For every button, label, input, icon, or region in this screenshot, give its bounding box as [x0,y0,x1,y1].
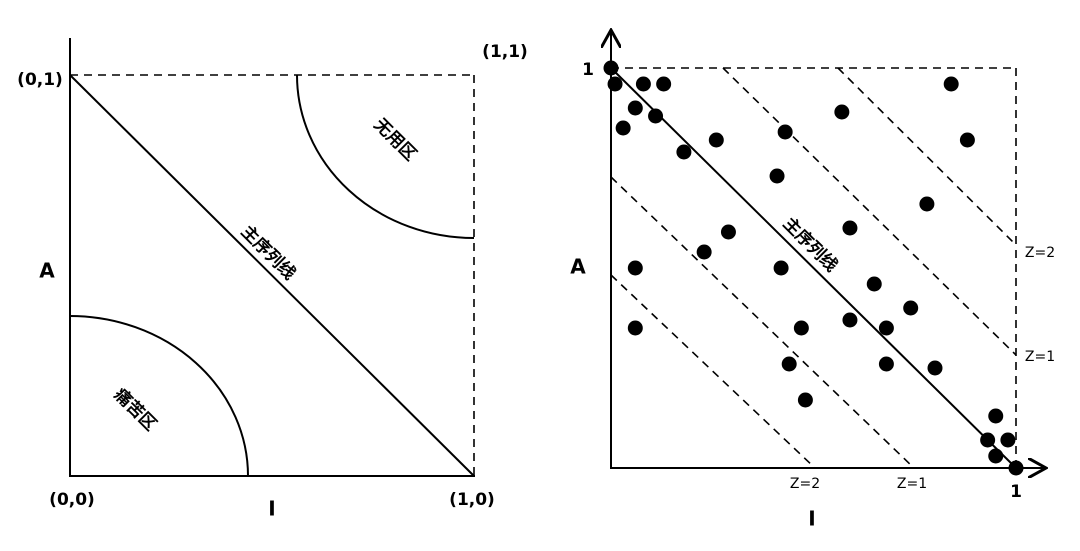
point [842,312,858,328]
point [648,108,664,124]
point [656,76,672,92]
distance-line [837,67,1017,246]
z-label: Z=1 [1025,349,1055,365]
distance-line [610,176,915,469]
point [769,168,785,184]
point [708,132,724,148]
tick-label: 1 [1010,482,1022,502]
point [988,408,1004,424]
point [834,104,850,120]
axis-label: I [808,507,815,531]
z-label: Z=2 [1025,245,1055,261]
line-label: 主序列线 [237,221,300,284]
point [878,356,894,372]
point [777,124,793,140]
left-panel: (0,1) (1,1) (0,0) (1,0) A I 无用区 主序列线 痛苦区 [17,38,528,521]
point [603,60,619,76]
point [842,220,858,236]
point [797,392,813,408]
axis-label: A [570,255,586,279]
point [1008,460,1024,476]
point [696,244,712,260]
point [959,132,975,148]
point [607,76,623,92]
distance-line [610,274,816,469]
zone-label: 痛苦区 [110,384,161,435]
point [1000,432,1016,448]
point [866,276,882,292]
main-sequence-line [69,74,475,477]
point [927,360,943,376]
point [627,100,643,116]
point [627,320,643,336]
point [793,320,809,336]
zone-label: 无用区 [369,114,420,165]
label: (0,1) [17,70,63,90]
label: (0,0) [49,490,95,510]
point [919,196,935,212]
point [903,300,919,316]
label: (1,0) [449,490,495,510]
axis-label: I [268,497,275,521]
point [773,260,789,276]
point [878,320,894,336]
distance-line [722,67,1017,356]
z-label: Z=2 [790,476,820,492]
point [988,448,1004,464]
point [980,432,996,448]
z-label: Z=1 [897,476,927,492]
useless-arc [296,74,475,239]
pain-arc [69,315,249,477]
point [943,76,959,92]
point [781,356,797,372]
point [627,260,643,276]
point [676,144,692,160]
axis-label: A [39,259,55,283]
point [635,76,651,92]
label: (1,1) [482,42,528,62]
point [720,224,736,240]
main-sequence-line [610,67,1017,469]
point [615,120,631,136]
tick-label: 1 [582,60,594,80]
right-panel: 1 1 A I Z=2 Z=1 Z=2 Z=1 主序列线 [570,32,1055,531]
